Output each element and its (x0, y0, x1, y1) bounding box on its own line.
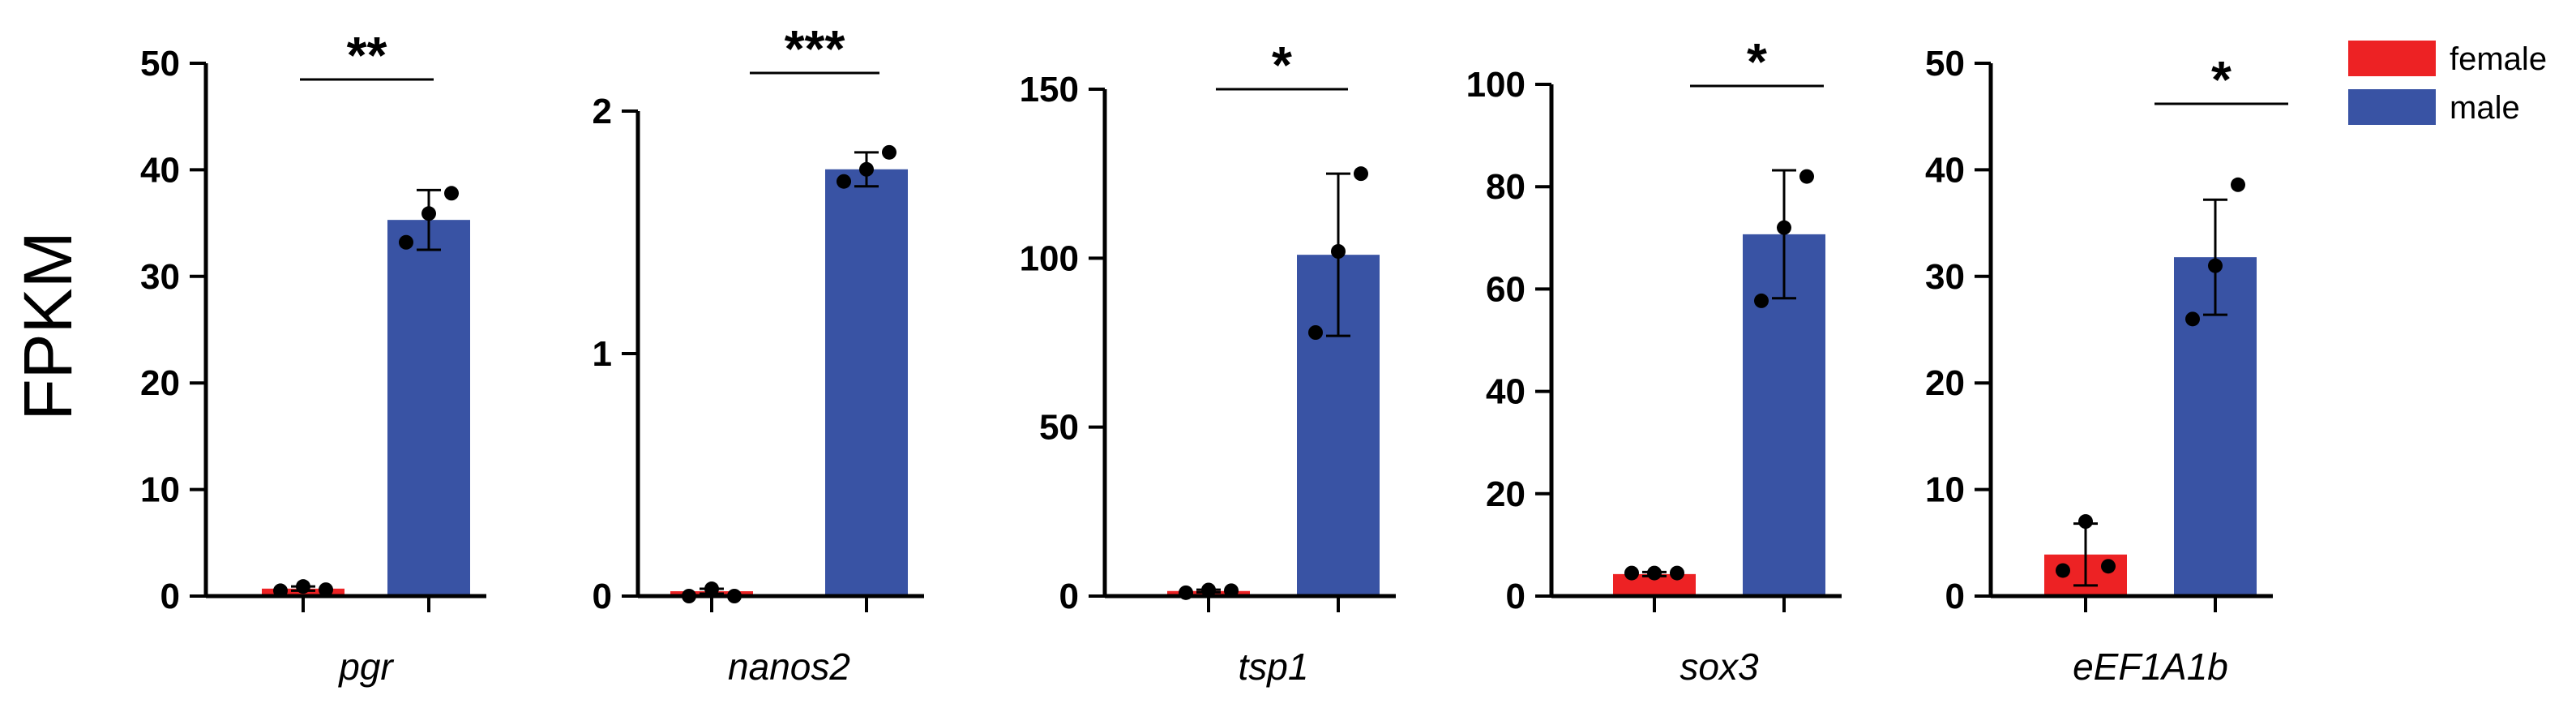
category-label-sox3: sox3 (1680, 646, 1759, 688)
point-sox3-male-3 (1799, 169, 1814, 184)
y-tick-label-eEF1A1b-50: 50 (1925, 44, 1965, 84)
panel-nanos2: 0 1 2 nanos2 *** (593, 19, 924, 688)
y-tick-label-sox3-0: 0 (1506, 577, 1525, 616)
y-tick-label-sox3-60: 60 (1486, 269, 1525, 309)
legend: female male (2348, 41, 2547, 126)
panel-eEF1A1b: 0 10 20 30 40 50 eEF1A1b * (1925, 44, 2288, 688)
panel-sox3: 0 20 40 60 80 100 sox3 * (1466, 32, 1842, 688)
significance-label-pgr: ** (347, 26, 387, 84)
significance-label-sox3: * (1747, 32, 1767, 91)
category-label-tsp1: tsp1 (1239, 646, 1309, 688)
y-axis-title: FPKM (10, 231, 86, 420)
category-label-pgr: pgr (337, 646, 394, 688)
legend-swatch-male (2348, 89, 2436, 125)
point-nanos2-male-2 (859, 161, 874, 177)
point-eEF1A1b-female-1 (2056, 563, 2070, 578)
y-tick-label-nanos2-2: 2 (593, 92, 612, 131)
bar-pgr-male (387, 220, 470, 596)
y-tick-label-pgr-0: 0 (160, 577, 180, 616)
y-tick-label-tsp1-150: 150 (1020, 70, 1079, 109)
point-sox3-female-3 (1670, 565, 1684, 581)
category-label-eEF1A1b: eEF1A1b (2073, 646, 2228, 688)
y-tick-label-eEF1A1b-10: 10 (1925, 470, 1965, 510)
point-pgr-male-1 (399, 234, 413, 250)
significance-label-tsp1: * (1272, 36, 1292, 94)
y-tick-label-eEF1A1b-40: 40 (1925, 150, 1965, 190)
y-tick-label-sox3-40: 40 (1486, 372, 1525, 412)
point-nanos2-male-1 (837, 174, 851, 189)
point-eEF1A1b-male-3 (2231, 177, 2245, 192)
panel-tsp1: 0 50 100 150 tsp1 * (1020, 36, 1396, 688)
y-tick-label-eEF1A1b-20: 20 (1925, 363, 1965, 403)
point-pgr-male-2 (421, 206, 436, 221)
y-tick-label-pgr-10: 10 (140, 470, 180, 510)
y-tick-label-pgr-30: 30 (140, 257, 180, 297)
y-tick-label-sox3-20: 20 (1486, 474, 1525, 514)
category-label-nanos2: nanos2 (728, 646, 850, 688)
legend-label-male: male (2450, 90, 2520, 126)
y-tick-label-sox3-100: 100 (1466, 65, 1525, 105)
point-nanos2-female-2 (704, 581, 719, 597)
point-tsp1-male-1 (1308, 325, 1323, 340)
y-tick-label-tsp1-100: 100 (1020, 238, 1079, 278)
y-tick-label-tsp1-50: 50 (1039, 408, 1079, 448)
y-tick-label-nanos2-0: 0 (593, 577, 612, 616)
y-tick-label-sox3-80: 80 (1486, 167, 1525, 207)
point-tsp1-male-3 (1354, 166, 1368, 182)
bar-nanos2-male (825, 169, 908, 596)
y-tick-label-tsp1-0: 0 (1059, 577, 1079, 616)
y-tick-label-eEF1A1b-30: 30 (1925, 257, 1965, 297)
y-tick-label-nanos2-1: 1 (593, 334, 612, 374)
significance-label-nanos2: *** (785, 19, 845, 78)
point-eEF1A1b-female-2 (2078, 514, 2093, 530)
y-tick-label-eEF1A1b-0: 0 (1945, 577, 1965, 616)
point-pgr-male-3 (444, 186, 459, 201)
legend-label-female: female (2450, 41, 2547, 77)
y-tick-label-pgr-50: 50 (140, 44, 180, 84)
point-nanos2-male-3 (882, 144, 896, 160)
point-eEF1A1b-male-1 (2185, 311, 2200, 327)
point-eEF1A1b-female-3 (2101, 559, 2116, 574)
panel-pgr: 0 10 20 30 40 50 pgr ** (140, 26, 486, 688)
significance-label-eEF1A1b: * (2211, 50, 2232, 109)
point-sox3-male-1 (1754, 293, 1769, 308)
point-eEF1A1b-male-2 (2208, 258, 2223, 273)
point-sox3-female-2 (1647, 565, 1662, 581)
legend-swatch-female (2348, 41, 2436, 76)
point-sox3-male-2 (1777, 220, 1791, 235)
point-sox3-female-1 (1624, 565, 1639, 581)
point-pgr-female-3 (319, 582, 333, 598)
y-tick-label-pgr-20: 20 (140, 363, 180, 403)
y-tick-label-pgr-40: 40 (140, 150, 180, 190)
point-tsp1-female-2 (1201, 582, 1216, 598)
point-tsp1-male-2 (1331, 244, 1346, 259)
point-pgr-female-2 (296, 579, 310, 594)
